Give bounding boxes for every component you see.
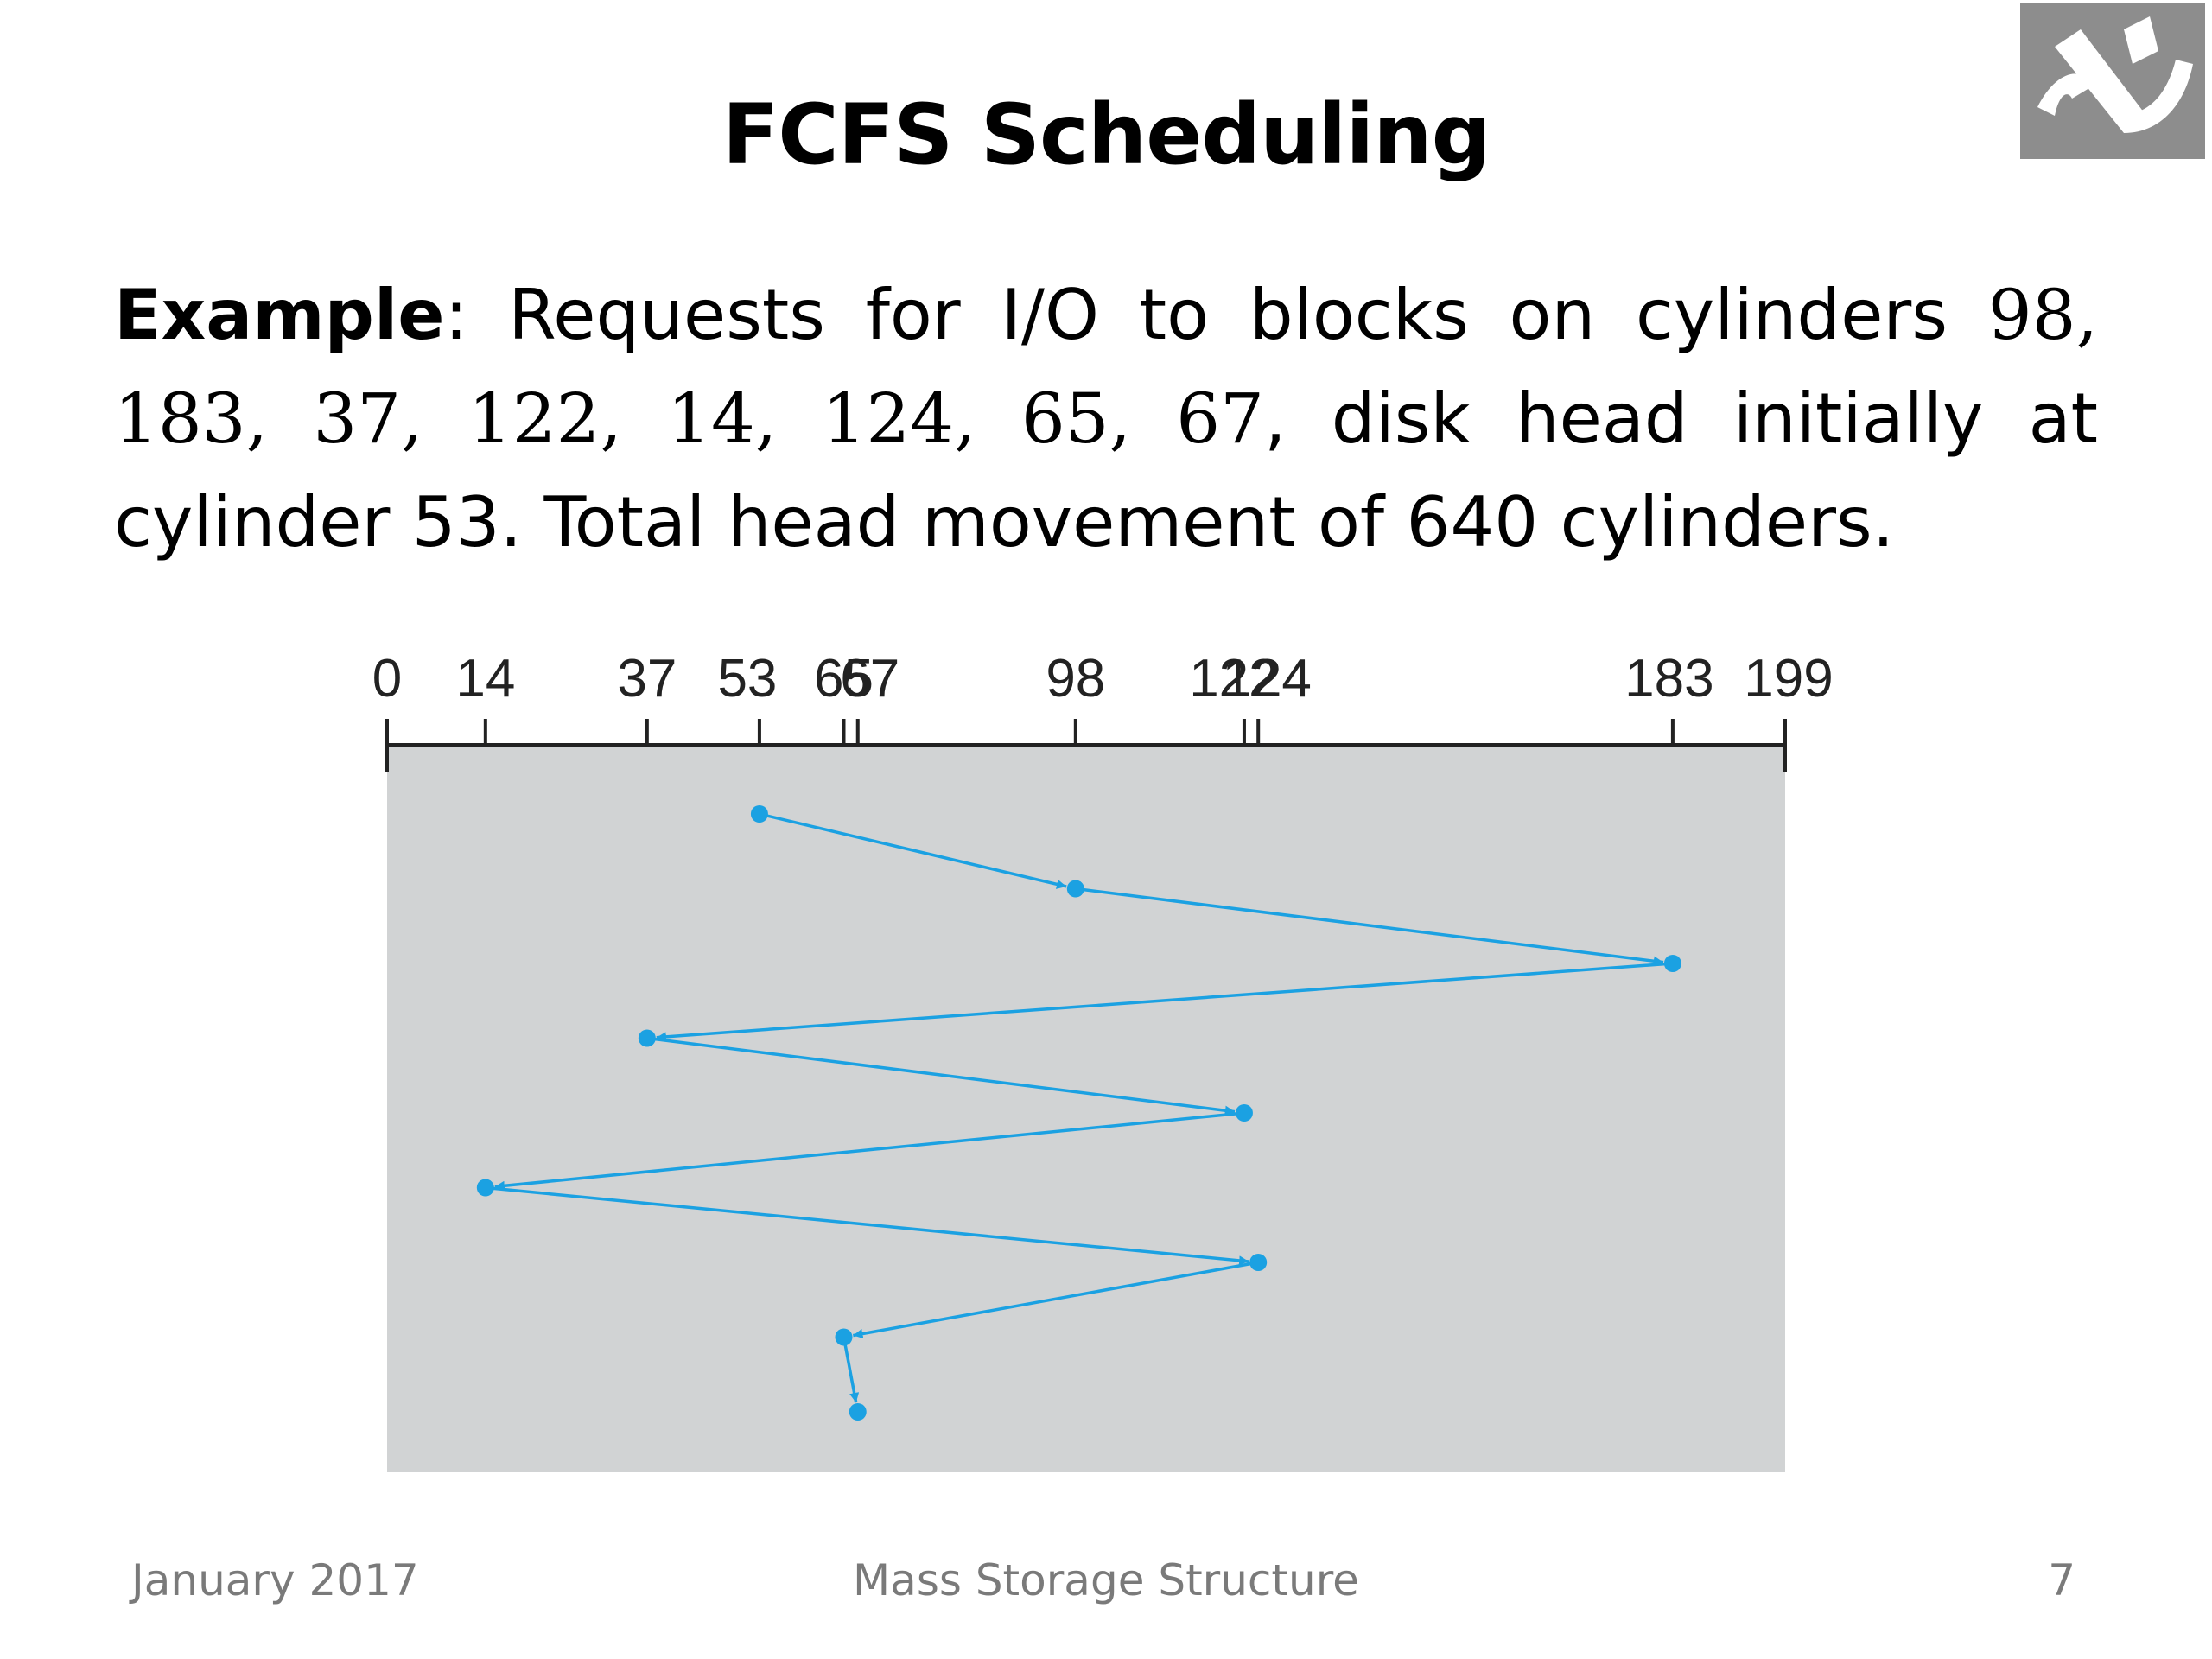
footer-title: Mass Storage Structure — [853, 1555, 1359, 1605]
request-point — [849, 1403, 867, 1421]
request-sequence: 98, 183, 37, 122, 14, 124, 65, 67 — [114, 275, 2099, 459]
example-intro: Requests for I/O to blocks on cylinders — [508, 275, 1988, 355]
request-point — [750, 805, 768, 823]
request-point — [1249, 1254, 1268, 1271]
logo-icon — [2020, 3, 2205, 159]
tick-label: 183 — [1624, 649, 1713, 709]
slide-title: FCFS Scheduling — [721, 86, 1491, 183]
tick-label: 53 — [717, 649, 777, 709]
tick-label: 199 — [1744, 649, 1833, 709]
request-point — [835, 1328, 853, 1346]
tick-label: 98 — [1046, 649, 1105, 709]
request-point — [638, 1029, 656, 1047]
head-move-segment — [646, 1036, 1236, 1116]
head-move-segment — [853, 1261, 1259, 1339]
page-number: 7 — [2048, 1555, 2075, 1605]
example-label: Example — [114, 275, 445, 355]
logo-glyph — [2037, 16, 2193, 133]
head-path — [476, 805, 1681, 1421]
tick-label: 14 — [455, 649, 515, 709]
request-point — [1663, 955, 1681, 972]
request-point — [1235, 1104, 1253, 1122]
tick-label: 0 — [372, 649, 402, 709]
footer-date: January 2017 — [131, 1555, 419, 1605]
request-point — [476, 1179, 494, 1197]
slide-body: Example: Requests for I/O to blocks on c… — [114, 264, 2098, 575]
plot-area — [387, 745, 1785, 1472]
head-move-segment — [485, 1185, 1249, 1266]
head-move-segment — [759, 812, 1067, 889]
head-move-segment — [1075, 887, 1664, 966]
request-point — [1066, 880, 1084, 898]
example-colon: : — [444, 275, 509, 355]
head-move-segment — [656, 962, 1674, 1042]
head-move-segment — [494, 1111, 1245, 1191]
tick-label: 65 — [814, 649, 874, 709]
tick-label: 67 — [840, 649, 899, 709]
example-after: , disk head initially at cylinder 53. To… — [114, 378, 2098, 563]
head-move-segment — [842, 1337, 860, 1403]
tick-label: 124 — [1222, 649, 1311, 709]
tick-label: 122 — [1189, 649, 1278, 709]
tick-label: 37 — [617, 649, 677, 709]
